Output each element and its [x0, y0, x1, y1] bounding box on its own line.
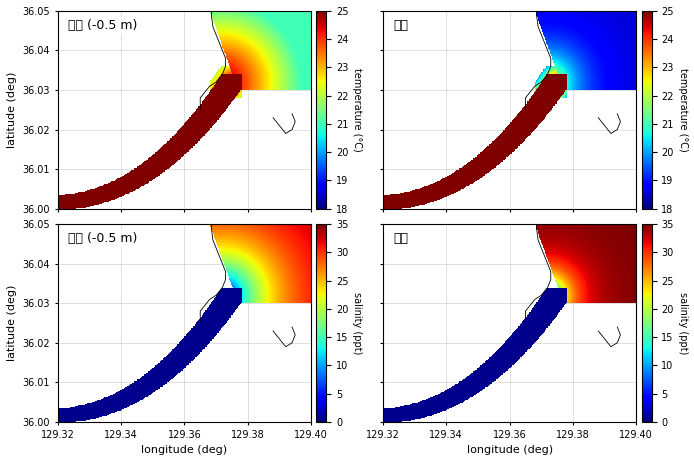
- X-axis label: longitude (deg): longitude (deg): [142, 445, 228, 455]
- Y-axis label: salinity (ppt): salinity (ppt): [677, 292, 688, 354]
- Text: 바닥: 바닥: [393, 232, 408, 245]
- Text: 바닥: 바닥: [393, 19, 408, 32]
- Text: 표층 (-0.5 m): 표층 (-0.5 m): [68, 232, 137, 245]
- Text: 표층 (-0.5 m): 표층 (-0.5 m): [68, 19, 137, 32]
- Y-axis label: latitude (deg): latitude (deg): [7, 72, 17, 148]
- Y-axis label: latitude (deg): latitude (deg): [7, 285, 17, 361]
- Y-axis label: temperature (°C): temperature (°C): [677, 68, 688, 152]
- Y-axis label: salinity (ppt): salinity (ppt): [353, 292, 362, 354]
- X-axis label: longitude (deg): longitude (deg): [466, 445, 552, 455]
- Y-axis label: temperature (°C): temperature (°C): [353, 68, 362, 152]
